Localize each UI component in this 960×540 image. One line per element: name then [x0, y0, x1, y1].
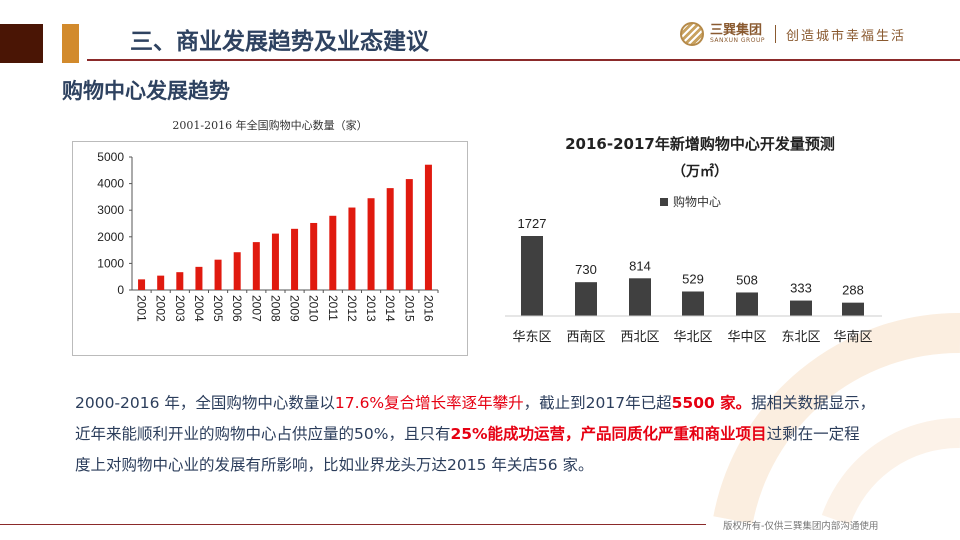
bar-2014 [386, 188, 394, 290]
data-label: 288 [842, 283, 864, 298]
chart1-mall-count: 0 1000 2000 3000 4000 5000 2001 2002 2003 2004 200… [97, 150, 439, 322]
x-tick-label: 2007 [249, 295, 263, 322]
bar-2001 [138, 279, 146, 290]
slogan: 创造城市幸福生活 [785, 28, 906, 44]
y-tick-label: 2000 [97, 230, 124, 244]
data-label: 508 [736, 272, 758, 287]
legend-label: 购物中心 [673, 195, 722, 209]
bar-2015 [405, 179, 413, 290]
category-label: 西南区 [566, 329, 605, 344]
footer-copyright: 版权所有-仅供三巽集团内部沟通使用 [723, 521, 879, 532]
x-tick-label: 2010 [307, 295, 321, 322]
bar-2016 [424, 164, 432, 290]
y-tick-label: 5000 [97, 150, 124, 164]
x-tick-label: 2001 [135, 295, 149, 322]
bar-华北区 [682, 291, 704, 316]
bar-2007 [252, 242, 260, 290]
x-tick-label: 2012 [345, 295, 359, 322]
x-tick-label: 2013 [364, 295, 378, 322]
x-tick-label: 2005 [211, 295, 225, 322]
category-label: 华东区 [512, 329, 551, 344]
bar-东北区 [790, 300, 812, 316]
header-accent-dark-block [0, 24, 43, 63]
page-title: 三、商业发展趋势及业态建议 [130, 29, 429, 55]
chart2-unit: （万㎡） [672, 164, 728, 180]
bar-2009 [291, 228, 299, 290]
logo-mark-icon [680, 22, 704, 46]
header-accent-orange-block [62, 24, 79, 63]
legend-swatch [660, 197, 668, 206]
bar-西南区 [575, 282, 597, 316]
data-label: 1727 [518, 216, 547, 231]
chart2-title: 2016-2017年新增购物中心开发量预测 [565, 135, 835, 153]
bar-2006 [233, 252, 241, 290]
x-tick-label: 2011 [326, 295, 340, 321]
chart2-legend: 购物中心 [660, 193, 721, 210]
x-tick-label: 2004 [192, 295, 206, 322]
y-tick-label: 0 [117, 283, 124, 297]
x-tick-label: 2009 [288, 295, 302, 322]
chart2-forecast: 1727 华东区 730 西南区 814 西北区 529 华北区 508 华中区 333 东北区 288… [505, 216, 882, 344]
bar-2005 [214, 259, 222, 290]
bar-2008 [271, 233, 279, 290]
x-tick-label: 2003 [173, 295, 187, 322]
logo-name: 三巽集团 [710, 23, 763, 38]
data-label: 333 [790, 281, 812, 296]
bar-2011 [329, 215, 337, 290]
chart1-title: 2001-2016 年全国购物中心数量（家） [172, 119, 368, 132]
bar-2012 [348, 207, 356, 290]
company-logo: 三巽集团 SANXUN GROUP 创造城市幸福生活 [680, 22, 906, 46]
logo-name-en: SANXUN GROUP [710, 37, 765, 44]
bar-2003 [176, 272, 184, 290]
bar-2010 [310, 222, 318, 290]
x-tick-label: 2015 [402, 295, 416, 322]
category-label: 华北区 [673, 329, 712, 344]
x-tick-label: 2014 [383, 295, 397, 322]
x-tick-label: 2016 [421, 295, 435, 322]
data-label: 730 [575, 262, 597, 277]
y-tick-label: 3000 [97, 203, 124, 217]
footer-divider [0, 524, 706, 525]
summary-paragraph: 2000-2016 年，全国购物中心数量以17.6%复合增长率逐年攀升，截止到2… [75, 394, 876, 474]
category-label: 西北区 [620, 329, 659, 344]
x-tick-label: 2002 [154, 295, 168, 322]
bar-华南区 [842, 302, 864, 316]
bar-2004 [195, 266, 203, 290]
bar-华东区 [521, 236, 543, 316]
data-label: 529 [682, 271, 704, 286]
y-tick-label: 1000 [97, 256, 124, 270]
y-tick-label: 4000 [97, 177, 124, 191]
bar-2002 [157, 275, 165, 290]
chart1-frame [72, 141, 468, 356]
header-divider [87, 59, 960, 61]
category-label: 华中区 [727, 329, 766, 344]
category-label: 华南区 [833, 329, 872, 344]
x-tick-label: 2008 [268, 295, 282, 322]
data-label: 814 [629, 258, 651, 273]
bar-华中区 [736, 292, 758, 316]
section-title: 购物中心发展趋势 [62, 79, 230, 103]
category-label: 东北区 [781, 329, 820, 344]
x-tick-label: 2006 [230, 295, 244, 322]
bar-2013 [367, 198, 375, 290]
bar-西北区 [629, 278, 651, 316]
